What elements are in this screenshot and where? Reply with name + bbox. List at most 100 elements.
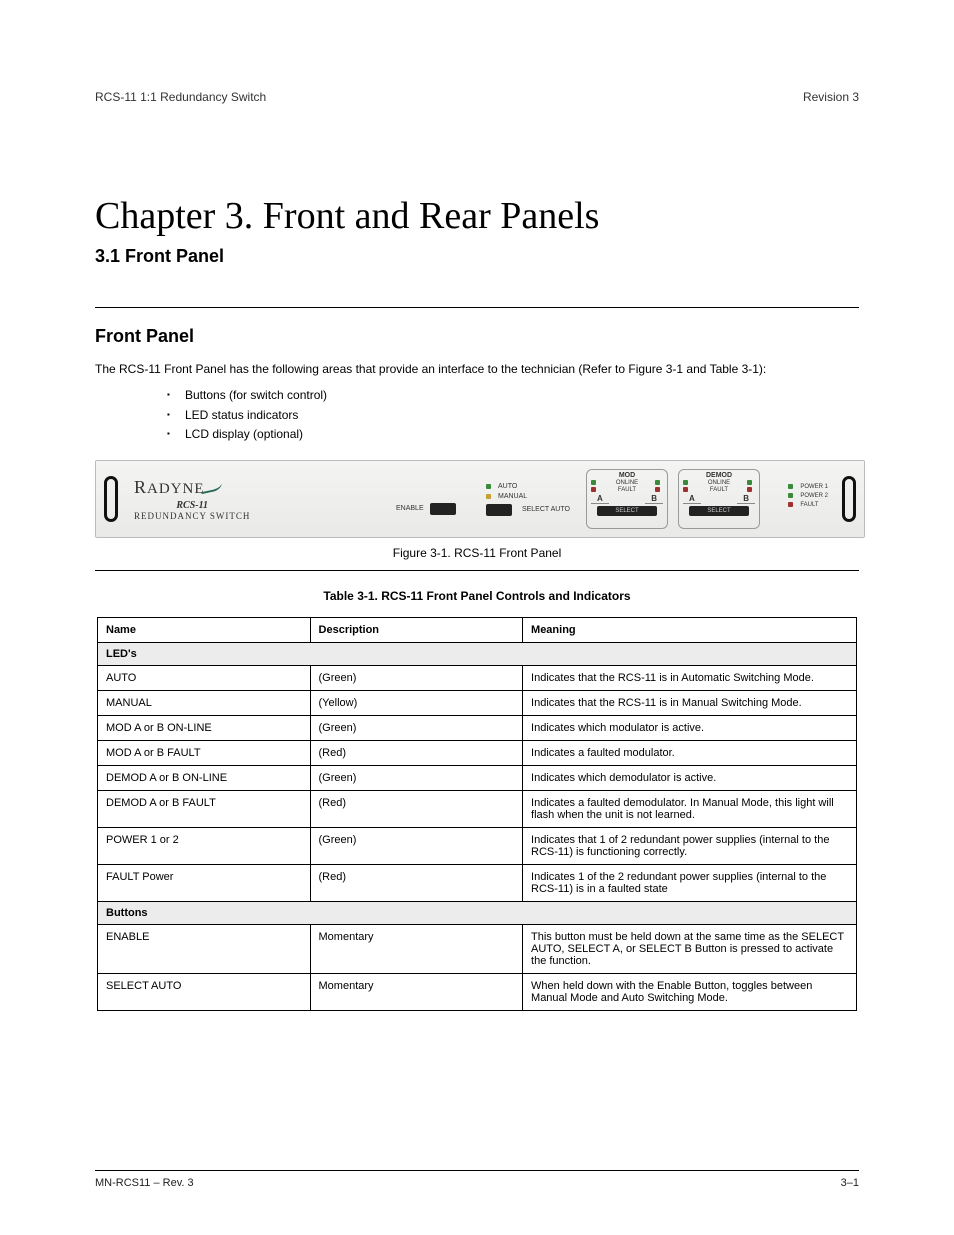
device-front-panel: RADYNE RCS-11 REDUNDANCY SWITCH ENABLE A… [95, 460, 865, 538]
list-item: Buttons (for switch control) [185, 386, 859, 405]
mod-select-button[interactable] [597, 506, 657, 516]
list-item: LCD display (optional) [185, 425, 859, 444]
demod-b-fault-led [747, 487, 752, 492]
table-section-leds: LED's [98, 642, 857, 665]
manual-led [486, 494, 491, 499]
rack-handle-right [842, 476, 856, 522]
footer-left: MN-RCS11 – Rev. 3 [95, 1177, 194, 1189]
mod-b-fault-led [655, 487, 660, 492]
table-row: FAULT Power(Red)Indicates 1 of the 2 red… [98, 864, 857, 901]
controls-table: LED's Name Description Meaning AUTO(Gree… [97, 617, 857, 1011]
list-item: LED status indicators [185, 406, 859, 425]
demod-b-label: B [737, 494, 755, 504]
auto-manual-control: AUTO MANUAL SELECT AUTO [486, 483, 570, 519]
table-section-buttons: Buttons [98, 901, 857, 924]
intro-paragraph: The RCS-11 Front Panel has the following… [95, 361, 859, 378]
figure-caption: Figure 3-1. RCS-11 Front Panel [95, 546, 859, 560]
demod-a-fault-led [683, 487, 688, 492]
mod-a-label: A [591, 494, 609, 504]
table-cell: Indicates that the RCS-11 is in Automati… [523, 665, 857, 690]
feature-list: Buttons (for switch control) LED status … [95, 386, 859, 444]
brand-block: RADYNE RCS-11 REDUNDANCY SWITCH [134, 477, 250, 521]
swoosh-icon [198, 476, 222, 494]
power2-label: POWER 2 [800, 493, 828, 499]
power1-led [788, 484, 793, 489]
mod-b-online-led [655, 480, 660, 485]
footer-page: 3–1 [841, 1177, 859, 1189]
enable-label: ENABLE [396, 505, 424, 512]
table-cell: SELECT AUTO [98, 973, 311, 1010]
table-cell: (Red) [310, 790, 523, 827]
table-cell: Momentary [310, 973, 523, 1010]
table-row: SELECT AUTOMomentaryWhen held down with … [98, 973, 857, 1010]
doc-revision: Revision 3 [803, 90, 859, 104]
table-row: DEMOD A or B FAULT(Red)Indicates a fault… [98, 790, 857, 827]
table-row: AUTO(Green)Indicates that the RCS-11 is … [98, 665, 857, 690]
mod-b-label: B [645, 494, 663, 504]
auto-led [486, 484, 491, 489]
table-cell: DEMOD A or B FAULT [98, 790, 311, 827]
model-label: RCS-11 [134, 500, 250, 511]
doc-name: RCS-11 1:1 Redundancy Switch [95, 90, 266, 104]
table-cell: (Red) [310, 740, 523, 765]
divider [95, 307, 859, 308]
demod-select-button[interactable] [689, 506, 749, 516]
table-row: ENABLEMomentaryThis button must be held … [98, 924, 857, 973]
table-cell: AUTO [98, 665, 311, 690]
mod-title: MOD [591, 472, 663, 479]
demod-a-online-led [683, 480, 688, 485]
divider [95, 570, 859, 571]
demod-title: DEMOD [683, 472, 755, 479]
table-cell: (Green) [310, 765, 523, 790]
table-caption: Table 3-1. RCS-11 Front Panel Controls a… [95, 589, 859, 603]
table-cell: (Yellow) [310, 690, 523, 715]
online-label: ONLINE [599, 480, 655, 486]
auto-label: AUTO [498, 483, 517, 490]
table-cell: MOD A or B ON-LINE [98, 715, 311, 740]
table-cell: When held down with the Enable Button, t… [523, 973, 857, 1010]
table-row: MOD A or B ON-LINE(Green)Indicates which… [98, 715, 857, 740]
brand-logo: RADYNE [134, 477, 250, 498]
online-label: ONLINE [691, 480, 747, 486]
table-cell: Indicates 1 of the 2 redundant power sup… [523, 864, 857, 901]
table-cell: Indicates a faulted modulator. [523, 740, 857, 765]
power2-led [788, 493, 793, 498]
table-cell: Indicates a faulted demodulator. In Manu… [523, 790, 857, 827]
demod-b-online-led [747, 480, 752, 485]
table-cell: This button must be held down at the sam… [523, 924, 857, 973]
col-description: Description [310, 617, 523, 642]
col-meaning: Meaning [523, 617, 857, 642]
table-cell: Indicates which modulator is active. [523, 715, 857, 740]
mod-a-fault-led [591, 487, 596, 492]
table-cell: DEMOD A or B ON-LINE [98, 765, 311, 790]
demod-a-label: A [683, 494, 701, 504]
power1-label: POWER 1 [800, 484, 828, 490]
table-row: DEMOD A or B ON-LINE(Green)Indicates whi… [98, 765, 857, 790]
table-cell: (Green) [310, 665, 523, 690]
power-indicators: POWER 1 POWER 2 FAULT [788, 481, 828, 511]
fault-label: FAULT [599, 487, 655, 493]
table-cell: ENABLE [98, 924, 311, 973]
select-auto-button[interactable] [486, 504, 512, 516]
chapter-title: Chapter 3. Front and Rear Panels [95, 194, 859, 238]
manual-label: MANUAL [498, 493, 527, 500]
table-cell: MOD A or B FAULT [98, 740, 311, 765]
table-row: POWER 1 or 2(Green)Indicates that 1 of 2… [98, 827, 857, 864]
enable-control: ENABLE [396, 503, 456, 515]
model-subtitle: REDUNDANCY SWITCH [134, 511, 250, 521]
table-cell: Indicates that 1 of 2 redundant power su… [523, 827, 857, 864]
fault-label: FAULT [691, 487, 747, 493]
table-row: MOD A or B FAULT(Red)Indicates a faulted… [98, 740, 857, 765]
table-cell: (Green) [310, 827, 523, 864]
enable-button[interactable] [430, 503, 456, 515]
table-cell: FAULT Power [98, 864, 311, 901]
page-footer: MN-RCS11 – Rev. 3 3–1 [95, 1170, 859, 1189]
demod-group: DEMOD ONLINE FAULT A B [678, 469, 760, 529]
table-cell: Momentary [310, 924, 523, 973]
mod-a-online-led [591, 480, 596, 485]
section-heading-front-panel: Front Panel [95, 326, 859, 347]
table-cell: Indicates which demodulator is active. [523, 765, 857, 790]
table-cell: Indicates that the RCS-11 is in Manual S… [523, 690, 857, 715]
power-fault-led [788, 502, 793, 507]
table-cell: MANUAL [98, 690, 311, 715]
